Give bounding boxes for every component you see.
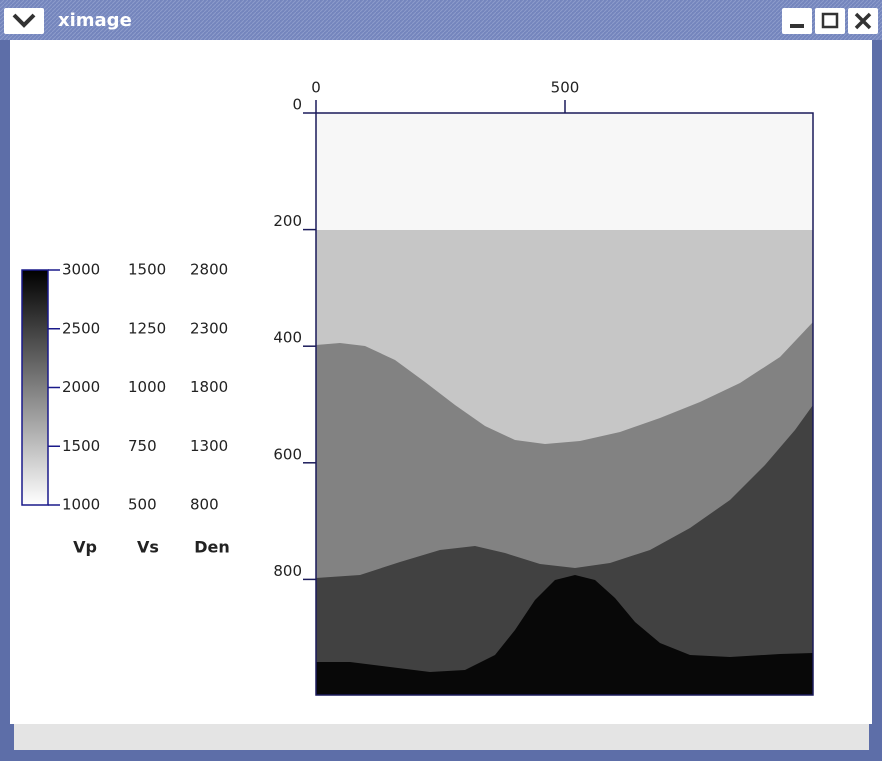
colorbar-label: 1500	[128, 261, 166, 279]
window-border	[0, 0, 10, 761]
colorbar-label: 2000	[62, 378, 100, 396]
colorbar-label: 2500	[62, 319, 100, 337]
y-tick-label: 600	[273, 445, 302, 463]
colorbar-name: Vs	[137, 538, 159, 557]
colorbar-label: 1250	[128, 319, 166, 337]
minimize-icon	[790, 24, 804, 28]
window-border	[872, 0, 882, 761]
window: ximage 0 500 0 200 400 600 800 3000 2500 2000 1500…	[0, 0, 882, 761]
colorbar-label: 800	[190, 496, 219, 514]
colorbar-label: 2300	[190, 319, 228, 337]
maximize-button[interactable]	[815, 8, 845, 34]
y-tick-label: 200	[273, 212, 302, 230]
colorbar-name: Den	[194, 538, 230, 557]
model-image	[316, 113, 813, 695]
x-tick-label: 500	[551, 79, 580, 97]
colorbar-label: 2800	[190, 261, 228, 279]
minimize-button[interactable]	[782, 8, 812, 34]
colorbar-label: 1000	[62, 496, 100, 514]
colorbar-name: Vp	[73, 538, 97, 557]
colorbar-label: 1300	[190, 437, 228, 455]
colorbar-label: 1800	[190, 378, 228, 396]
y-tick-label: 0	[292, 96, 302, 114]
y-tick-label: 800	[273, 562, 302, 580]
menu-button[interactable]	[4, 8, 44, 34]
status-area	[14, 724, 869, 750]
colorbar-label: 750	[128, 437, 157, 455]
title-bar	[0, 0, 882, 40]
page: ximage 0 500 0 200 400 600 800 3000 2500 2000 1500…	[0, 0, 882, 761]
x-tick-label: 0	[311, 79, 321, 97]
y-tick-label: 400	[273, 329, 302, 347]
colorbar-label: 500	[128, 496, 157, 514]
colorbar-label: 3000	[62, 261, 100, 279]
window-title: ximage	[58, 10, 132, 31]
colorbar	[22, 270, 48, 505]
colorbar-label: 1000	[128, 378, 166, 396]
colorbar-label: 1500	[62, 437, 100, 455]
